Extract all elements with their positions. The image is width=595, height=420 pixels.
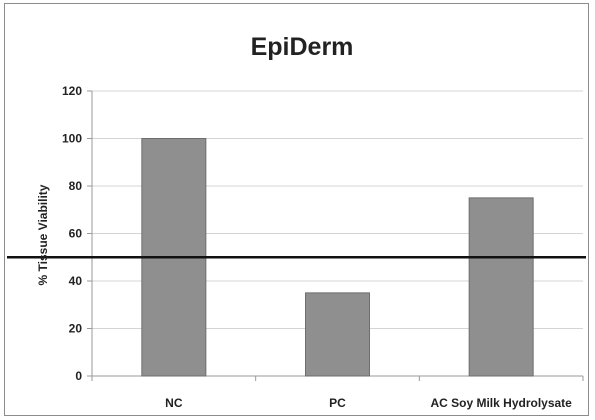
y-tick-label-0: 0 (75, 369, 82, 383)
y-tick-label-40: 40 (69, 274, 83, 288)
bar-pc (305, 292, 370, 377)
y-tick-labels: 0 20 40 60 80 100 120 (62, 84, 82, 383)
chart-title: EpiDerm (251, 33, 354, 61)
bar-ac-soy-milk-hydrolysate (468, 197, 534, 377)
x-tick-label-pc: PC (329, 396, 346, 410)
x-tick-label-nc: NC (165, 396, 183, 410)
y-tick-label-100: 100 (62, 132, 82, 146)
x-tick-labels: NC PC AC Soy Milk Hydrolysate (165, 396, 572, 410)
y-axis-label: % Tissue Viability (36, 184, 50, 285)
y-tick-label-20: 20 (69, 322, 83, 336)
x-tick-label-ac-soy-milk-hydrolysate: AC Soy Milk Hydrolysate (430, 396, 572, 410)
y-tick-label-60: 60 (69, 227, 83, 241)
y-tick-label-120: 120 (62, 84, 82, 98)
y-tick-label-80: 80 (69, 179, 83, 193)
